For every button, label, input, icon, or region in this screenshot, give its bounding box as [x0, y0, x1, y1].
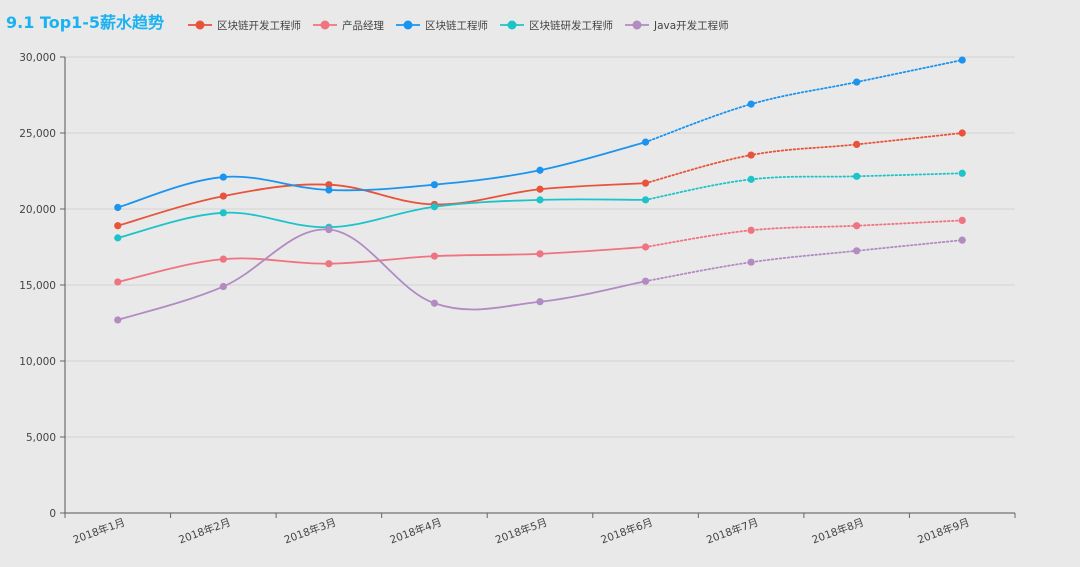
- data-point: [430, 299, 439, 307]
- data-point: [958, 56, 966, 64]
- legend-label: 区块链研发工程师: [529, 19, 613, 32]
- data-point: [219, 255, 227, 263]
- y-tick-label: 10,000: [19, 356, 56, 368]
- series-line-projected: [644, 59, 964, 144]
- data-point: [958, 129, 966, 137]
- data-point: [325, 181, 333, 189]
- y-tick-label: 0: [49, 508, 56, 520]
- legend-label: Java开发工程师: [653, 19, 729, 32]
- y-axis-ticks: 0 5,000 10,000 15,000 20,000 25,000 30,000: [19, 52, 65, 520]
- data-point: [641, 196, 650, 204]
- legend: 区块链开发工程师 产品经理 区块链工程师 区块链研发工程师 Java开发工程师: [188, 19, 729, 32]
- y-tick-label: 20,000: [19, 204, 56, 216]
- x-tick-label: 2018年8月: [810, 516, 866, 547]
- data-point: [114, 203, 122, 212]
- series-2: [114, 216, 966, 286]
- data-point: [641, 277, 650, 285]
- x-tick-label: 2018年1月: [71, 516, 127, 547]
- y-tick-label: 25,000: [19, 128, 56, 140]
- x-tick-label: 2018年3月: [282, 516, 338, 547]
- data-point: [747, 258, 755, 266]
- data-point: [853, 78, 861, 86]
- data-point: [853, 247, 861, 255]
- data-point: [219, 173, 227, 181]
- data-point: [747, 151, 755, 159]
- x-axis-ticks: 2018年1月 2018年2月 2018年3月 2018年4月 2018年5月 2018年…: [64, 513, 1016, 547]
- legend-marker: [507, 20, 517, 30]
- x-tick-label: 2018年9月: [916, 516, 972, 547]
- series-3: [114, 56, 966, 212]
- legend-item: 区块链研发工程师: [500, 19, 613, 32]
- data-point: [430, 252, 439, 260]
- data-point: [325, 186, 333, 194]
- x-tick-label: 2018年6月: [599, 516, 655, 547]
- data-point: [536, 250, 544, 258]
- legend-item: 区块链开发工程师: [188, 19, 301, 32]
- data-point: [114, 234, 122, 242]
- data-point: [641, 138, 650, 146]
- y-tick-label: 30,000: [19, 52, 56, 64]
- data-point: [325, 225, 333, 234]
- x-tick-label: 2018年5月: [493, 516, 549, 547]
- legend-item: 产品经理: [313, 19, 384, 32]
- data-point: [853, 140, 861, 148]
- series-line-actual: [117, 182, 646, 227]
- series-line-actual: [117, 228, 646, 321]
- data-point: [747, 226, 755, 234]
- data-point: [114, 222, 122, 230]
- legend-item: 区块链工程师: [396, 19, 488, 32]
- x-tick-label: 2018年2月: [177, 516, 233, 547]
- data-point: [325, 260, 333, 268]
- data-point: [853, 222, 861, 230]
- data-point: [219, 192, 227, 200]
- data-point: [219, 209, 227, 217]
- series-line-projected: [644, 132, 964, 185]
- data-point: [430, 203, 439, 211]
- data-point: [958, 216, 966, 224]
- data-point: [536, 298, 544, 306]
- series-line-actual: [117, 198, 646, 239]
- legend-item: Java开发工程师: [625, 19, 729, 32]
- data-point: [958, 236, 966, 244]
- series-1: [114, 129, 966, 230]
- data-point: [219, 282, 227, 291]
- series-line-projected: [644, 172, 964, 201]
- y-tick-label: 5,000: [26, 432, 56, 444]
- series-4: [114, 169, 966, 242]
- data-point: [641, 243, 650, 251]
- legend-marker: [320, 20, 330, 30]
- data-point: [853, 172, 861, 180]
- data-point: [747, 100, 755, 108]
- legend-marker: [632, 20, 642, 30]
- data-point: [430, 181, 439, 189]
- legend-marker: [195, 20, 205, 30]
- data-point: [536, 166, 544, 174]
- data-point: [747, 175, 755, 183]
- data-point: [641, 179, 650, 187]
- series-line-projected: [644, 239, 964, 283]
- series-5: [114, 225, 966, 324]
- legend-label: 产品经理: [342, 19, 384, 32]
- data-point: [536, 196, 544, 204]
- x-tick-label: 2018年7月: [705, 516, 761, 547]
- y-tick-label: 15,000: [19, 280, 56, 292]
- x-tick-label: 2018年4月: [388, 516, 444, 547]
- series-line-actual: [117, 141, 646, 209]
- data-point: [114, 278, 122, 286]
- series-line-projected: [644, 219, 964, 248]
- data-point: [114, 316, 122, 324]
- series-line-actual: [117, 246, 646, 283]
- chart-title: 9.1 Top1-5薪水趋势: [6, 13, 165, 32]
- legend-label: 区块链开发工程师: [217, 19, 301, 32]
- y-gridlines: [65, 56, 1015, 438]
- data-point: [536, 185, 544, 193]
- legend-label: 区块链工程师: [425, 19, 488, 32]
- data-point: [958, 169, 966, 177]
- legend-marker: [403, 20, 413, 30]
